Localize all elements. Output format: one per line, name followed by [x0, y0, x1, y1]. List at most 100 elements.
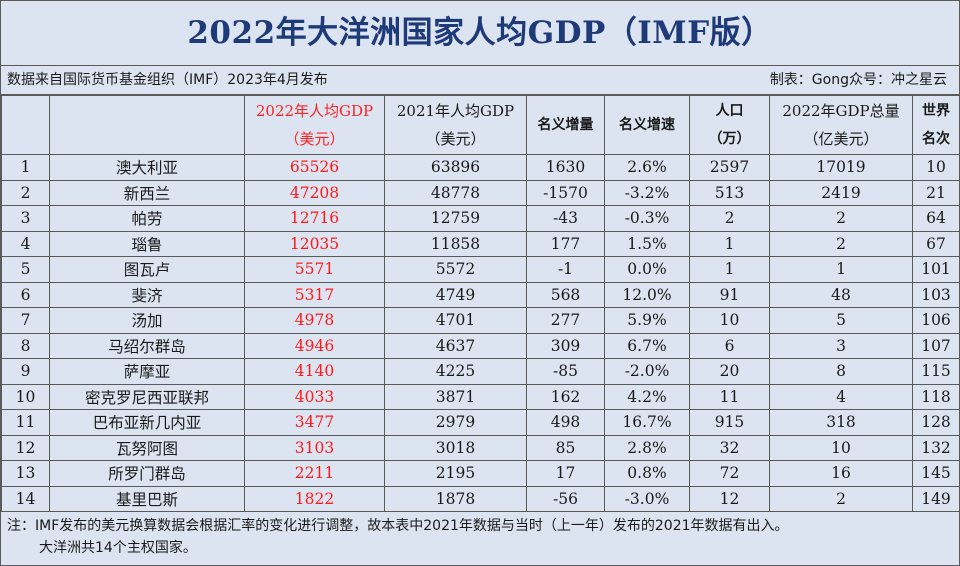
- cell-gdp-total-2022: 8: [769, 358, 913, 385]
- cell-gdp-total-2022: 2419: [769, 179, 913, 206]
- header-country: [49, 95, 245, 155]
- cell-gdp-total-2022: 48: [769, 281, 913, 308]
- cell-gdp-per-capita-2022: 12035: [244, 230, 385, 257]
- cell-gdp-per-capita-2021: 1878: [384, 485, 527, 512]
- cell-gdp-total-2022: 4: [769, 383, 913, 410]
- cell-rank: 13: [1, 460, 50, 487]
- cell-gdp-per-capita-2022: 2211: [244, 460, 385, 487]
- cell-gdp-total-2022: 17019: [769, 154, 913, 181]
- cell-nominal-growth: 16.7%: [604, 409, 690, 436]
- cell-country: 新西兰: [49, 179, 245, 206]
- cell-rank: 10: [1, 383, 50, 410]
- cell-population: 20: [689, 358, 770, 385]
- cell-gdp-per-capita-2021: 3871: [384, 383, 527, 410]
- cell-gdp-total-2022: 2: [769, 230, 913, 257]
- header-gdp-per-capita-2022: 2022年人均GDP （美元）: [244, 95, 385, 155]
- cell-nominal-growth: -2.0%: [604, 358, 690, 385]
- meta-bar: 数据来自国际货币基金组织（IMF）2023年4月发布 制表：Gong众号：冲之星…: [1, 66, 959, 95]
- header-world-rank: 世界 名次: [912, 95, 960, 155]
- cell-gdp-total-2022: 318: [769, 409, 913, 436]
- table-row: 13 所罗门群岛 2211 2195 17 0.8% 72 16 145: [1, 460, 960, 487]
- header-gdp-total-2022: 2022年GDP总量 （亿美元）: [769, 95, 913, 155]
- cell-world-rank: 67: [912, 230, 960, 257]
- table-row: 7 汤加 4978 4701 277 5.9% 10 5 106: [1, 307, 960, 334]
- cell-world-rank: 149: [912, 485, 960, 512]
- cell-gdp-per-capita-2022: 65526: [244, 154, 385, 181]
- cell-gdp-per-capita-2022: 4946: [244, 332, 385, 359]
- cell-rank: 6: [1, 281, 50, 308]
- header-nominal-growth: 名义增速: [604, 95, 690, 155]
- cell-gdp-per-capita-2021: 2979: [384, 409, 527, 436]
- table-row: 2 新西兰 47208 48778 -1570 -3.2% 513 2419 2…: [1, 179, 960, 206]
- cell-population: 2597: [689, 154, 770, 181]
- header-nominal-increase: 名义增量: [526, 95, 605, 155]
- table-row: 9 萨摩亚 4140 4225 -85 -2.0% 20 8 115: [1, 358, 960, 385]
- cell-gdp-per-capita-2022: 3103: [244, 434, 385, 461]
- cell-gdp-per-capita-2022: 12716: [244, 205, 385, 232]
- cell-nominal-growth: -3.2%: [604, 179, 690, 206]
- cell-country: 瑙鲁: [49, 230, 245, 257]
- cell-world-rank: 106: [912, 307, 960, 334]
- cell-world-rank: 101: [912, 256, 960, 283]
- source-text: 数据来自国际货币基金组织（IMF）2023年4月发布: [7, 72, 328, 88]
- cell-country: 帕劳: [49, 205, 245, 232]
- cell-nominal-increase: -1570: [526, 179, 605, 206]
- header-rank: [1, 95, 50, 155]
- table-row: 3 帕劳 12716 12759 -43 -0.3% 2 2 64: [1, 205, 960, 232]
- cell-gdp-total-2022: 16: [769, 460, 913, 487]
- cell-population: 1: [689, 230, 770, 257]
- cell-rank: 14: [1, 485, 50, 512]
- table-row: 4 瑙鲁 12035 11858 177 1.5% 1 2 67: [1, 230, 960, 257]
- cell-nominal-increase: -43: [526, 205, 605, 232]
- cell-gdp-per-capita-2021: 12759: [384, 205, 527, 232]
- cell-rank: 9: [1, 358, 50, 385]
- cell-rank: 8: [1, 332, 50, 359]
- cell-gdp-total-2022: 10: [769, 434, 913, 461]
- cell-nominal-increase: -85: [526, 358, 605, 385]
- cell-population: 513: [689, 179, 770, 206]
- cell-population: 12: [689, 485, 770, 512]
- footnote: 注：IMF发布的美元换算数据会根据汇率的变化进行调整，故本表中2021年数据与当…: [1, 512, 959, 559]
- cell-country: 汤加: [49, 307, 245, 334]
- cell-gdp-per-capita-2022: 1822: [244, 485, 385, 512]
- cell-nominal-increase: 498: [526, 409, 605, 436]
- cell-nominal-growth: 1.5%: [604, 230, 690, 257]
- cell-nominal-growth: 4.2%: [604, 383, 690, 410]
- cell-country: 斐济: [49, 281, 245, 308]
- cell-country: 萨摩亚: [49, 358, 245, 385]
- cell-rank: 1: [1, 154, 50, 181]
- cell-world-rank: 107: [912, 332, 960, 359]
- cell-nominal-growth: 12.0%: [604, 281, 690, 308]
- footnote-line-1: 注：IMF发布的美元换算数据会根据汇率的变化进行调整，故本表中2021年数据与当…: [7, 518, 789, 534]
- cell-gdp-per-capita-2021: 3018: [384, 434, 527, 461]
- cell-population: 11: [689, 383, 770, 410]
- cell-gdp-per-capita-2021: 4637: [384, 332, 527, 359]
- gdp-table: 2022年人均GDP （美元） 2021年人均GDP （美元） 名义增量 名义增速 …: [1, 95, 960, 512]
- cell-nominal-increase: -1: [526, 256, 605, 283]
- cell-gdp-per-capita-2022: 4033: [244, 383, 385, 410]
- cell-nominal-increase: 1630: [526, 154, 605, 181]
- cell-gdp-total-2022: 1: [769, 256, 913, 283]
- cell-nominal-increase: 177: [526, 230, 605, 257]
- cell-nominal-growth: 0.8%: [604, 460, 690, 487]
- cell-nominal-increase: 277: [526, 307, 605, 334]
- table-row: 10 密克罗尼西亚联邦 4033 3871 162 4.2% 11 4 118: [1, 383, 960, 410]
- cell-gdp-per-capita-2021: 11858: [384, 230, 527, 257]
- table-row: 8 马绍尔群岛 4946 4637 309 6.7% 6 3 107: [1, 332, 960, 359]
- cell-population: 1: [689, 256, 770, 283]
- cell-country: 基里巴斯: [49, 485, 245, 512]
- cell-population: 10: [689, 307, 770, 334]
- cell-nominal-growth: 2.8%: [604, 434, 690, 461]
- cell-country: 马绍尔群岛: [49, 332, 245, 359]
- cell-population: 915: [689, 409, 770, 436]
- header-gdp-per-capita-2021: 2021年人均GDP （美元）: [384, 95, 527, 155]
- cell-nominal-growth: 6.7%: [604, 332, 690, 359]
- cell-population: 32: [689, 434, 770, 461]
- cell-gdp-per-capita-2021: 4701: [384, 307, 527, 334]
- table-row: 12 瓦努阿图 3103 3018 85 2.8% 32 10 132: [1, 434, 960, 461]
- table-row: 1 澳大利亚 65526 63896 1630 2.6% 2597 17019 …: [1, 154, 960, 181]
- cell-nominal-increase: -56: [526, 485, 605, 512]
- cell-nominal-increase: 17: [526, 460, 605, 487]
- table-row: 11 巴布亚新几内亚 3477 2979 498 16.7% 915 318 1…: [1, 409, 960, 436]
- cell-country: 巴布亚新几内亚: [49, 409, 245, 436]
